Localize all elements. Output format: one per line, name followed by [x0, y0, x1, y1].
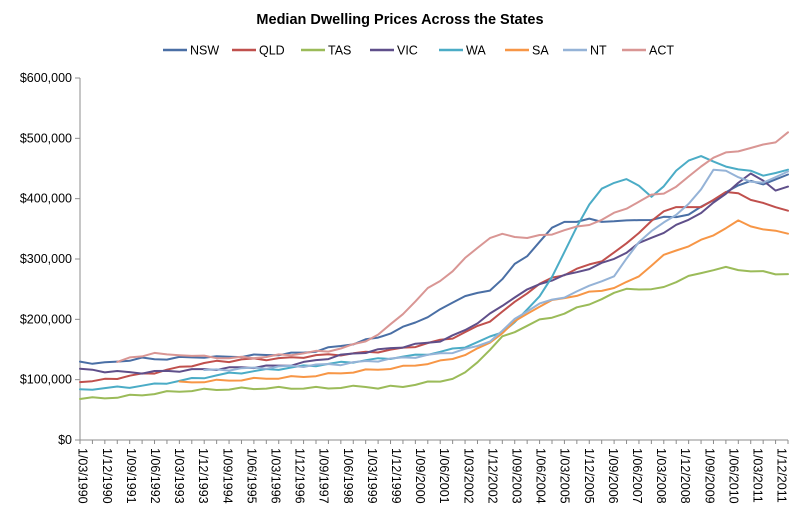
legend-label: NSW [190, 44, 219, 58]
x-tick-label: 1/12/1996 [293, 448, 307, 504]
y-tick-label: $100,000 [20, 373, 72, 387]
chart-title: Median Dwelling Prices Across the States [256, 12, 543, 28]
x-tick-label: 1/03/1996 [269, 448, 283, 504]
legend-label: WA [466, 44, 486, 58]
y-tick-label: $400,000 [20, 192, 72, 206]
y-tick-label: $300,000 [20, 252, 72, 266]
series-line-nsw [79, 173, 789, 365]
x-tick-label: 1/03/1993 [172, 448, 186, 504]
x-tick-label: 1/06/1998 [341, 448, 355, 504]
y-tick-label: $500,000 [20, 131, 72, 145]
legend-label: TAS [328, 44, 351, 58]
x-tick-label: 1/09/2009 [702, 448, 716, 504]
x-tick-label: 1/03/1990 [76, 448, 90, 504]
series-line-tas [79, 265, 789, 400]
series-line-vic [79, 172, 789, 375]
y-tick-label: $200,000 [20, 312, 72, 326]
legend-item-act: ACT [622, 44, 674, 58]
x-tick-label: 1/12/1999 [389, 448, 403, 504]
legend-item-vic: VIC [370, 44, 418, 58]
x-tick-label: 1/12/1990 [100, 448, 114, 504]
x-tick-label: 1/06/2007 [630, 448, 644, 504]
x-tick-label: 1/09/1991 [124, 448, 138, 504]
x-tick-label: 1/06/2001 [437, 448, 451, 504]
legend-item-nsw: NSW [163, 44, 219, 58]
legend-item-nt: NT [563, 44, 607, 58]
legend-item-wa: WA [439, 44, 486, 58]
x-tick-label: 1/06/2004 [534, 448, 548, 504]
y-tick-label: $600,000 [20, 71, 72, 85]
legend-item-sa: SA [505, 44, 549, 58]
legend-label: SA [532, 44, 549, 58]
x-tick-label: 1/12/2008 [678, 448, 692, 504]
x-axis: 1/03/1990 1/12/1990 1/09/1991 1/06/1992 1/03… [76, 439, 789, 504]
x-tick-label: 1/06/1995 [244, 448, 258, 504]
series-line-sa [178, 219, 789, 384]
y-axis: $0 $100,000 $200,000 $300,000 $400,000 $500,0… [20, 71, 81, 447]
legend-label: NT [590, 44, 607, 58]
x-tick-label: 1/03/2005 [558, 448, 572, 504]
x-tick-label: 1/09/2003 [510, 448, 524, 504]
x-tick-label: 1/09/2006 [606, 448, 620, 504]
x-tick-label: 1/03/2002 [461, 448, 475, 504]
series-line-nt [203, 168, 789, 372]
x-tick-label: 1/12/1993 [196, 448, 210, 504]
x-tick-label: 1/03/2011 [751, 448, 765, 503]
x-tick-label: 1/12/2002 [485, 448, 499, 504]
series-line-act [116, 131, 789, 363]
legend: NSW QLD TAS VIC WA SA NT ACT [163, 44, 674, 58]
legend-item-tas: TAS [301, 44, 351, 58]
legend-label: VIC [397, 44, 418, 58]
y-tick-label: $0 [58, 433, 72, 447]
x-tick-label: 1/12/2005 [582, 448, 596, 504]
x-tick-label: 1/09/1994 [220, 448, 234, 504]
x-tick-label: 1/06/1992 [148, 448, 162, 504]
x-tick-label: 1/03/2008 [654, 448, 668, 504]
legend-item-qld: QLD [232, 44, 285, 58]
plot-series [79, 131, 789, 400]
x-tick-label: 1/09/2000 [413, 448, 427, 504]
x-tick-label: 1/03/1999 [365, 448, 379, 504]
legend-label: QLD [259, 44, 285, 58]
x-tick-label: 1/12/2011 [775, 448, 789, 503]
legend-label: ACT [649, 44, 674, 58]
x-tick-label: 1/09/1997 [317, 448, 331, 504]
x-tick-label: 1/06/2010 [726, 448, 740, 504]
